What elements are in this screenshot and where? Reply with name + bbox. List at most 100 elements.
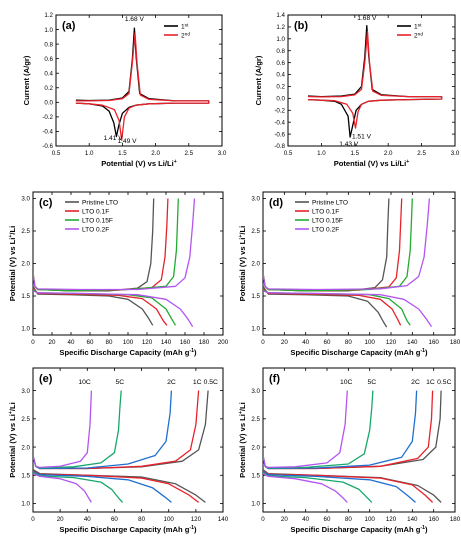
series-line-10c — [33, 390, 93, 469]
x-tick-label: 60 — [324, 516, 331, 523]
y-tick-label: 2.5 — [251, 416, 260, 423]
rate-label: 2C — [411, 379, 420, 386]
x-tick-label: 2.0 — [384, 150, 393, 157]
panel-a: 0.5 1.0 1.5 2.0 2.5 3.0 -0.6 -0.4 -0.2 0.0 0.2 0.4 0… — [22, 12, 227, 168]
peak-annotation: 1.68 V — [125, 16, 145, 23]
y-axis-label: Potential (V) vs Li+/Li — [8, 226, 17, 302]
legend-entry-text: 2 — [414, 32, 418, 39]
x-tick-label: 80 — [345, 339, 352, 346]
panel-label: (f) — [269, 373, 280, 385]
series-group — [263, 390, 442, 503]
y-axis-label-end: /Li — [238, 226, 247, 235]
series-line-4 — [33, 285, 154, 326]
series-line-5c — [33, 390, 122, 469]
y-tick-label: -0.4 — [274, 119, 285, 126]
x-axis-label-sup: + — [406, 159, 409, 165]
x-tick-label: 100 — [365, 516, 376, 523]
legend-entry: LTO 0.1F — [82, 208, 109, 215]
x-tick-label: 120 — [386, 516, 397, 523]
legend-entry-sup: nd — [418, 31, 424, 37]
y-tick-label: 1.2 — [44, 12, 53, 19]
series-line-lto-0-2f — [33, 198, 196, 291]
series-line-7 — [33, 470, 172, 503]
axes-frame — [262, 191, 456, 336]
x-tick-label: 80 — [345, 516, 352, 523]
x-tick-label: 100 — [164, 516, 175, 523]
x-tick-label: 180 — [450, 339, 461, 346]
series-group — [33, 198, 196, 327]
x-tick-label: 140 — [161, 339, 172, 346]
y-tick-label: -0.2 — [274, 107, 285, 114]
y-axis-label-sup: + — [8, 235, 14, 238]
series-group — [75, 27, 210, 141]
y-tick-label: 0.8 — [44, 41, 53, 48]
y-tick-label: 2.0 — [251, 261, 260, 268]
x-tick-label: 140 — [218, 516, 229, 523]
y-axis-label-end: /Li — [8, 402, 17, 411]
x-axis-label-text: Specific Discharge Capacity (mAh g — [290, 525, 420, 534]
x-tick-label: 100 — [123, 339, 134, 346]
peak-annotation: 1.49 V — [118, 138, 138, 145]
panel-label: (b) — [294, 20, 308, 32]
y-tick-label: 0.6 — [276, 60, 285, 67]
x-tick-label: 60 — [111, 516, 118, 523]
x-axis-label-text: Potential (V) vs Li/Li — [101, 159, 174, 168]
legend-entry-sup: st — [185, 22, 189, 28]
series-line-lto-0-2f — [263, 198, 431, 291]
x-axis-label: Specific Discharge Capacity (mAh g-1) — [290, 525, 428, 534]
x-tick-label: 3.0 — [218, 150, 227, 157]
y-tick-label: 3.0 — [21, 196, 30, 203]
x-tick-label: 20 — [49, 339, 56, 346]
x-tick-label: 120 — [191, 516, 202, 523]
y-axis-label-text: Potential (V) vs Li — [238, 414, 247, 478]
x-axis-label-end: ) — [194, 348, 197, 357]
rate-label: 5C — [116, 379, 125, 386]
x-tick-label: 60 — [324, 339, 331, 346]
legend-entry-sup: nd — [185, 31, 191, 37]
x-axis-label-text: Specific Discharge Capacity (mAh g — [290, 348, 420, 357]
y-axis-label: Potential (V) vs Li+/Li — [8, 402, 17, 478]
x-tick-label: 20 — [57, 516, 64, 523]
y-axis-label-end: /Li — [8, 226, 17, 235]
x-tick-label: 180 — [199, 339, 210, 346]
x-tick-label: 40 — [302, 339, 309, 346]
y-tick-label: 1.5 — [251, 293, 260, 300]
y-tick-label: 0.0 — [276, 96, 285, 103]
y-axis-label-end: /Li — [238, 402, 247, 411]
y-axis-label-sup: + — [238, 411, 244, 414]
y-tick-label: 0.2 — [44, 85, 53, 92]
series-line-1c — [263, 390, 434, 470]
panel-label: (a) — [62, 20, 76, 32]
x-tick-label: 0 — [31, 339, 35, 346]
series-line-7 — [263, 470, 416, 503]
y-tick-label: 2.5 — [21, 416, 30, 423]
y-tick-label: 1.5 — [21, 293, 30, 300]
legend-entry: LTO 0.2F — [312, 226, 339, 233]
legend-entry: 1st — [414, 22, 422, 31]
x-axis-label-sup: -1 — [420, 348, 425, 354]
y-tick-label: 0.8 — [276, 48, 285, 55]
y-tick-label: 3.0 — [251, 388, 260, 395]
y-tick-label: 3.0 — [251, 196, 260, 203]
series-line-1c — [33, 390, 200, 470]
x-tick-label: 80 — [106, 339, 113, 346]
series-line-7 — [33, 290, 194, 327]
x-tick-label: 180 — [450, 516, 461, 523]
x-tick-label: 120 — [142, 339, 153, 346]
panel-e: 0 20 40 60 80 100 120 140 1.0 1.5 2.0 2.5 3.0 Specifi… — [8, 367, 229, 534]
x-axis-label-text: Specific Discharge Capacity (mAh g — [59, 348, 189, 357]
peak-annotation: 1.68 V — [357, 15, 377, 22]
x-tick-label: 20 — [281, 516, 288, 523]
rate-label: 2C — [167, 379, 176, 386]
panel-label: (e) — [39, 373, 53, 385]
x-tick-label: 0.5 — [284, 150, 293, 157]
x-tick-label: 20 — [281, 339, 288, 346]
legend-entry: Pristine LTO — [82, 199, 118, 206]
series-line-0 — [75, 27, 210, 138]
y-tick-label: 1.0 — [251, 501, 260, 508]
legend-entry: LTO 0.1F — [312, 208, 339, 215]
series-line-9 — [263, 473, 348, 503]
legend-entry-text: 1 — [414, 23, 418, 30]
x-tick-label: 1.0 — [317, 150, 326, 157]
y-tick-label: -0.4 — [42, 129, 53, 136]
